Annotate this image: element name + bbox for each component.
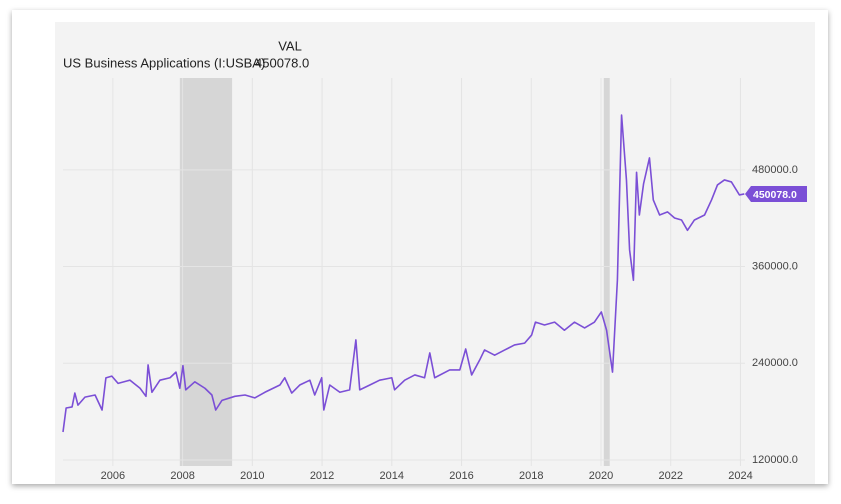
y-tick-label: 480000.0: [752, 164, 798, 176]
x-tick-label: 2010: [240, 470, 264, 482]
x-tick-label: 2014: [380, 470, 404, 482]
x-tick-label: 2016: [449, 470, 473, 482]
series-line: [62, 114, 745, 433]
legend-header: VAL: [278, 38, 302, 53]
value-badge: [745, 185, 807, 202]
x-tick-label: 2020: [589, 470, 613, 482]
x-tick-label: 2022: [658, 470, 682, 482]
x-tick-label: 2012: [310, 470, 334, 482]
y-tick-label: 120000.0: [752, 454, 798, 466]
value-badge-label: 450078.0: [753, 189, 797, 201]
x-tick-label: 2008: [170, 470, 194, 482]
x-tick-label: 2018: [519, 470, 543, 482]
x-tick-label: 2006: [101, 470, 125, 482]
legend-value: 450078.0: [255, 55, 309, 70]
y-tick-label: 360000.0: [752, 260, 798, 272]
y-tick-label: 240000.0: [752, 357, 798, 369]
recession-band: [179, 78, 233, 466]
panel: [55, 22, 815, 484]
recession-band: [603, 78, 610, 466]
x-tick-label: 2024: [728, 470, 752, 482]
legend-name: US Business Applications (I:USBA): [63, 55, 265, 70]
